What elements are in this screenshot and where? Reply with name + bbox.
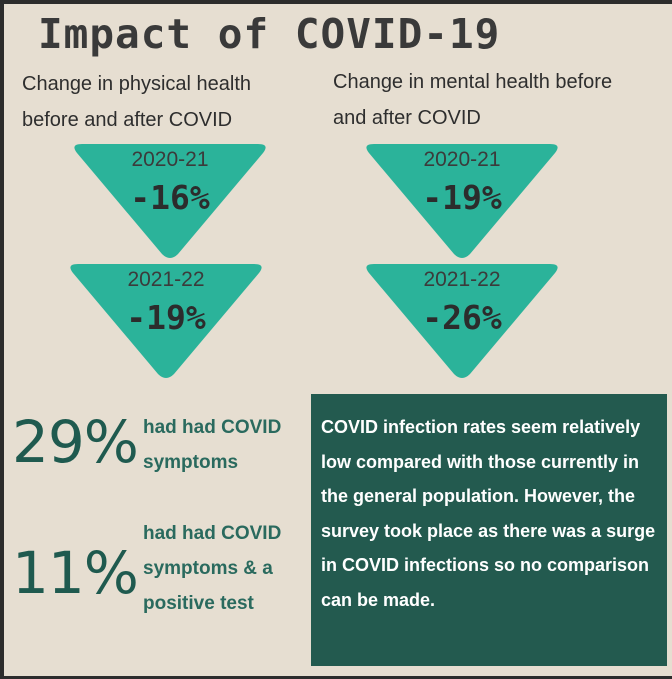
percent-change: -19% xyxy=(126,298,206,337)
note-text: COVID infection rates seem relatively lo… xyxy=(321,417,656,610)
top-border xyxy=(0,0,672,4)
physical-change-2020-21: 2020-21 -16% xyxy=(70,144,270,262)
mental-change-2020-21: 2020-21 -19% xyxy=(362,144,562,262)
mental-health-heading: Change in mental health before and after… xyxy=(333,71,613,129)
left-border xyxy=(0,0,4,679)
covid-symptoms-percent: 29% xyxy=(12,408,139,476)
note-box: COVID infection rates seem relatively lo… xyxy=(311,394,667,666)
covid-symptoms-label: had had COVID symptoms xyxy=(143,417,282,473)
triangle-shape xyxy=(366,264,558,378)
year-label: 2020-21 xyxy=(423,148,501,171)
percent-change: -26% xyxy=(422,298,502,337)
physical-health-heading: Change in physical health before and aft… xyxy=(22,73,252,131)
mental-change-2021-22: 2021-22 -26% xyxy=(362,264,562,382)
page-title: Impact of COVID-19 xyxy=(38,10,501,58)
percent-change: -16% xyxy=(130,178,210,217)
triangle-shape xyxy=(366,144,558,258)
year-label: 2021-22 xyxy=(423,268,501,291)
positive-test-label: had had COVID symptoms & a positive test xyxy=(143,523,282,614)
triangle-shape xyxy=(70,264,262,378)
physical-change-2021-22: 2021-22 -19% xyxy=(66,264,266,382)
year-label: 2021-22 xyxy=(127,268,205,291)
bottom-border xyxy=(0,676,672,679)
year-label: 2020-21 xyxy=(131,148,209,171)
triangle-shape xyxy=(74,144,266,258)
percent-change: -19% xyxy=(422,178,502,217)
positive-test-percent: 11% xyxy=(12,539,139,607)
